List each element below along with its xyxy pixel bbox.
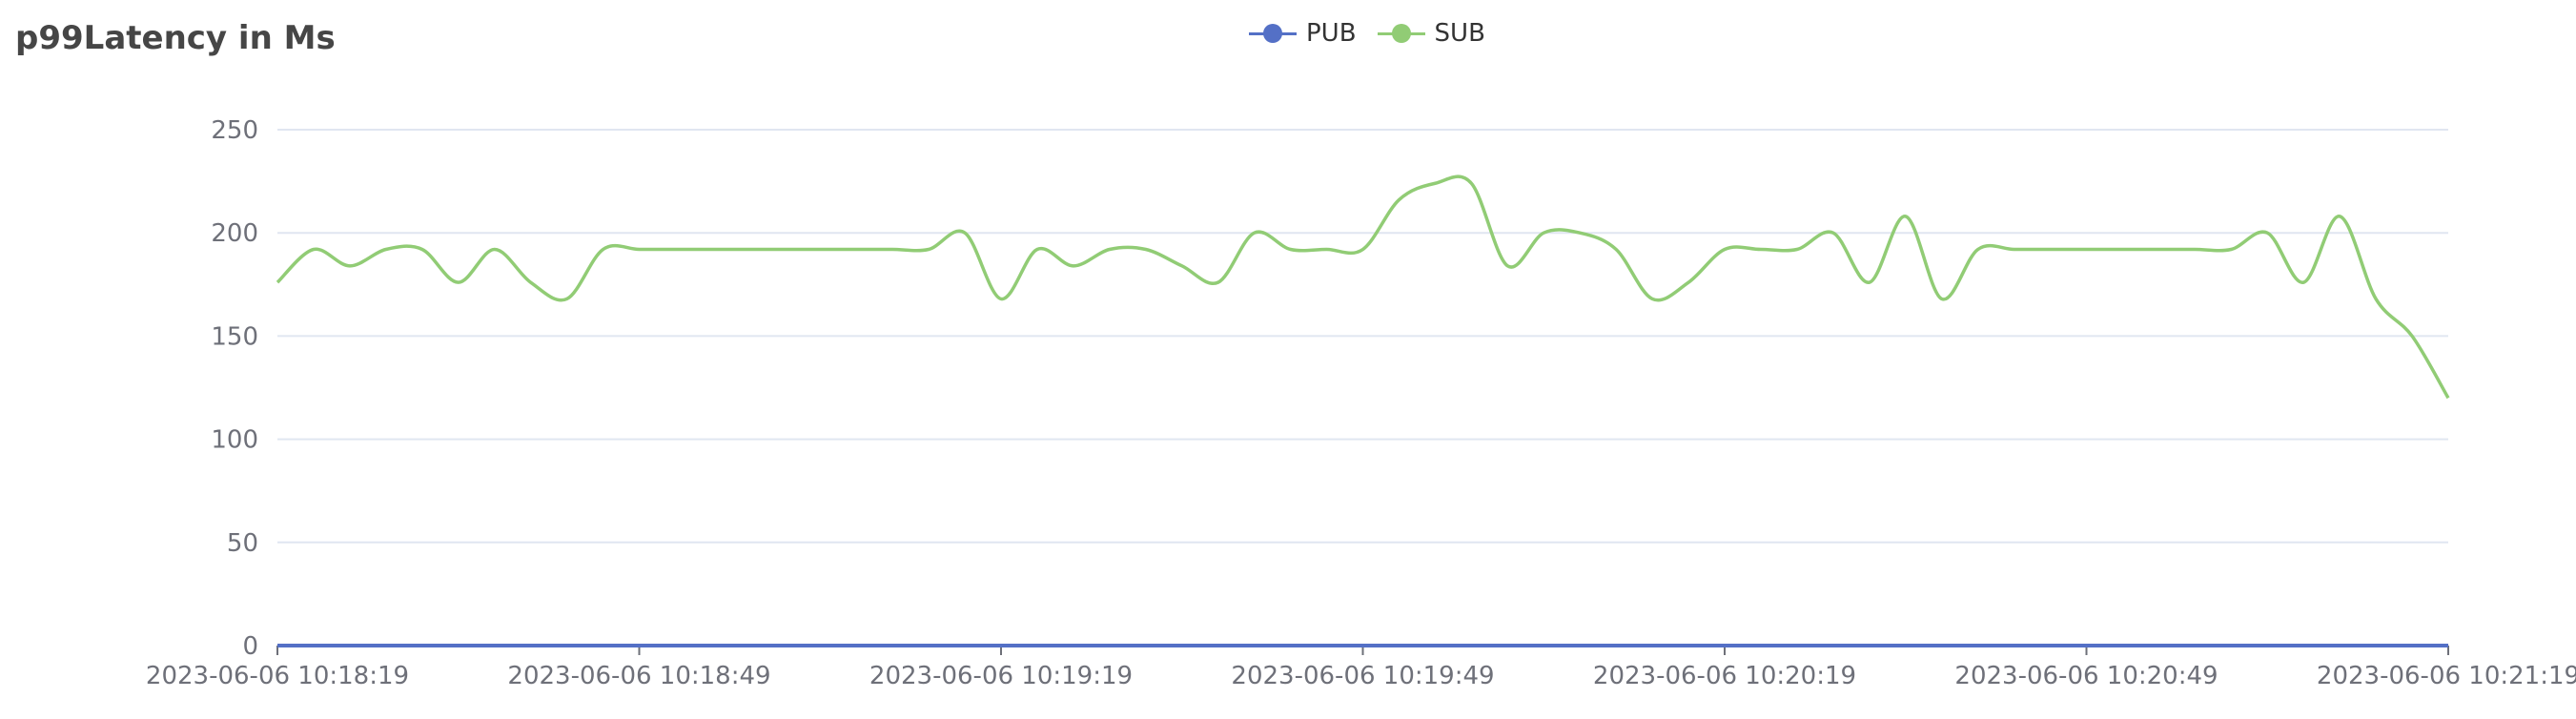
series-line-sub (276, 175, 2450, 400)
y-tick-label: 100 (211, 426, 258, 455)
y-tick-label: 0 (242, 632, 258, 661)
y-tick-label: 250 (211, 116, 258, 145)
x-tick-label: 2023-06-06 10:19:49 (1231, 662, 1494, 690)
legend-item-pub[interactable]: PUB (1249, 19, 1357, 48)
x-tick-label: 2023-06-06 10:18:49 (507, 662, 770, 690)
x-tick-label: 2023-06-06 10:19:19 (869, 662, 1133, 690)
x-tick-label: 2023-06-06 10:20:19 (1593, 662, 1856, 690)
legend-label-pub: PUB (1306, 19, 1357, 48)
legend-marker-sub-icon (1377, 24, 1425, 43)
x-tick-label: 2023-06-06 10:21:19 (2317, 662, 2576, 690)
chart-title: p99Latency in Ms (15, 19, 336, 57)
y-tick-label: 150 (211, 322, 258, 351)
y-tick-label: 200 (211, 219, 258, 248)
legend[interactable]: PUB SUB (1249, 19, 1485, 48)
legend-label-sub: SUB (1434, 19, 1485, 48)
x-tick-label: 2023-06-06 10:18:19 (146, 662, 409, 690)
y-tick-label: 50 (227, 529, 258, 558)
legend-item-sub[interactable]: SUB (1377, 19, 1485, 48)
x-tick-label: 2023-06-06 10:20:49 (1954, 662, 2218, 690)
legend-marker-pub-icon (1249, 24, 1297, 43)
